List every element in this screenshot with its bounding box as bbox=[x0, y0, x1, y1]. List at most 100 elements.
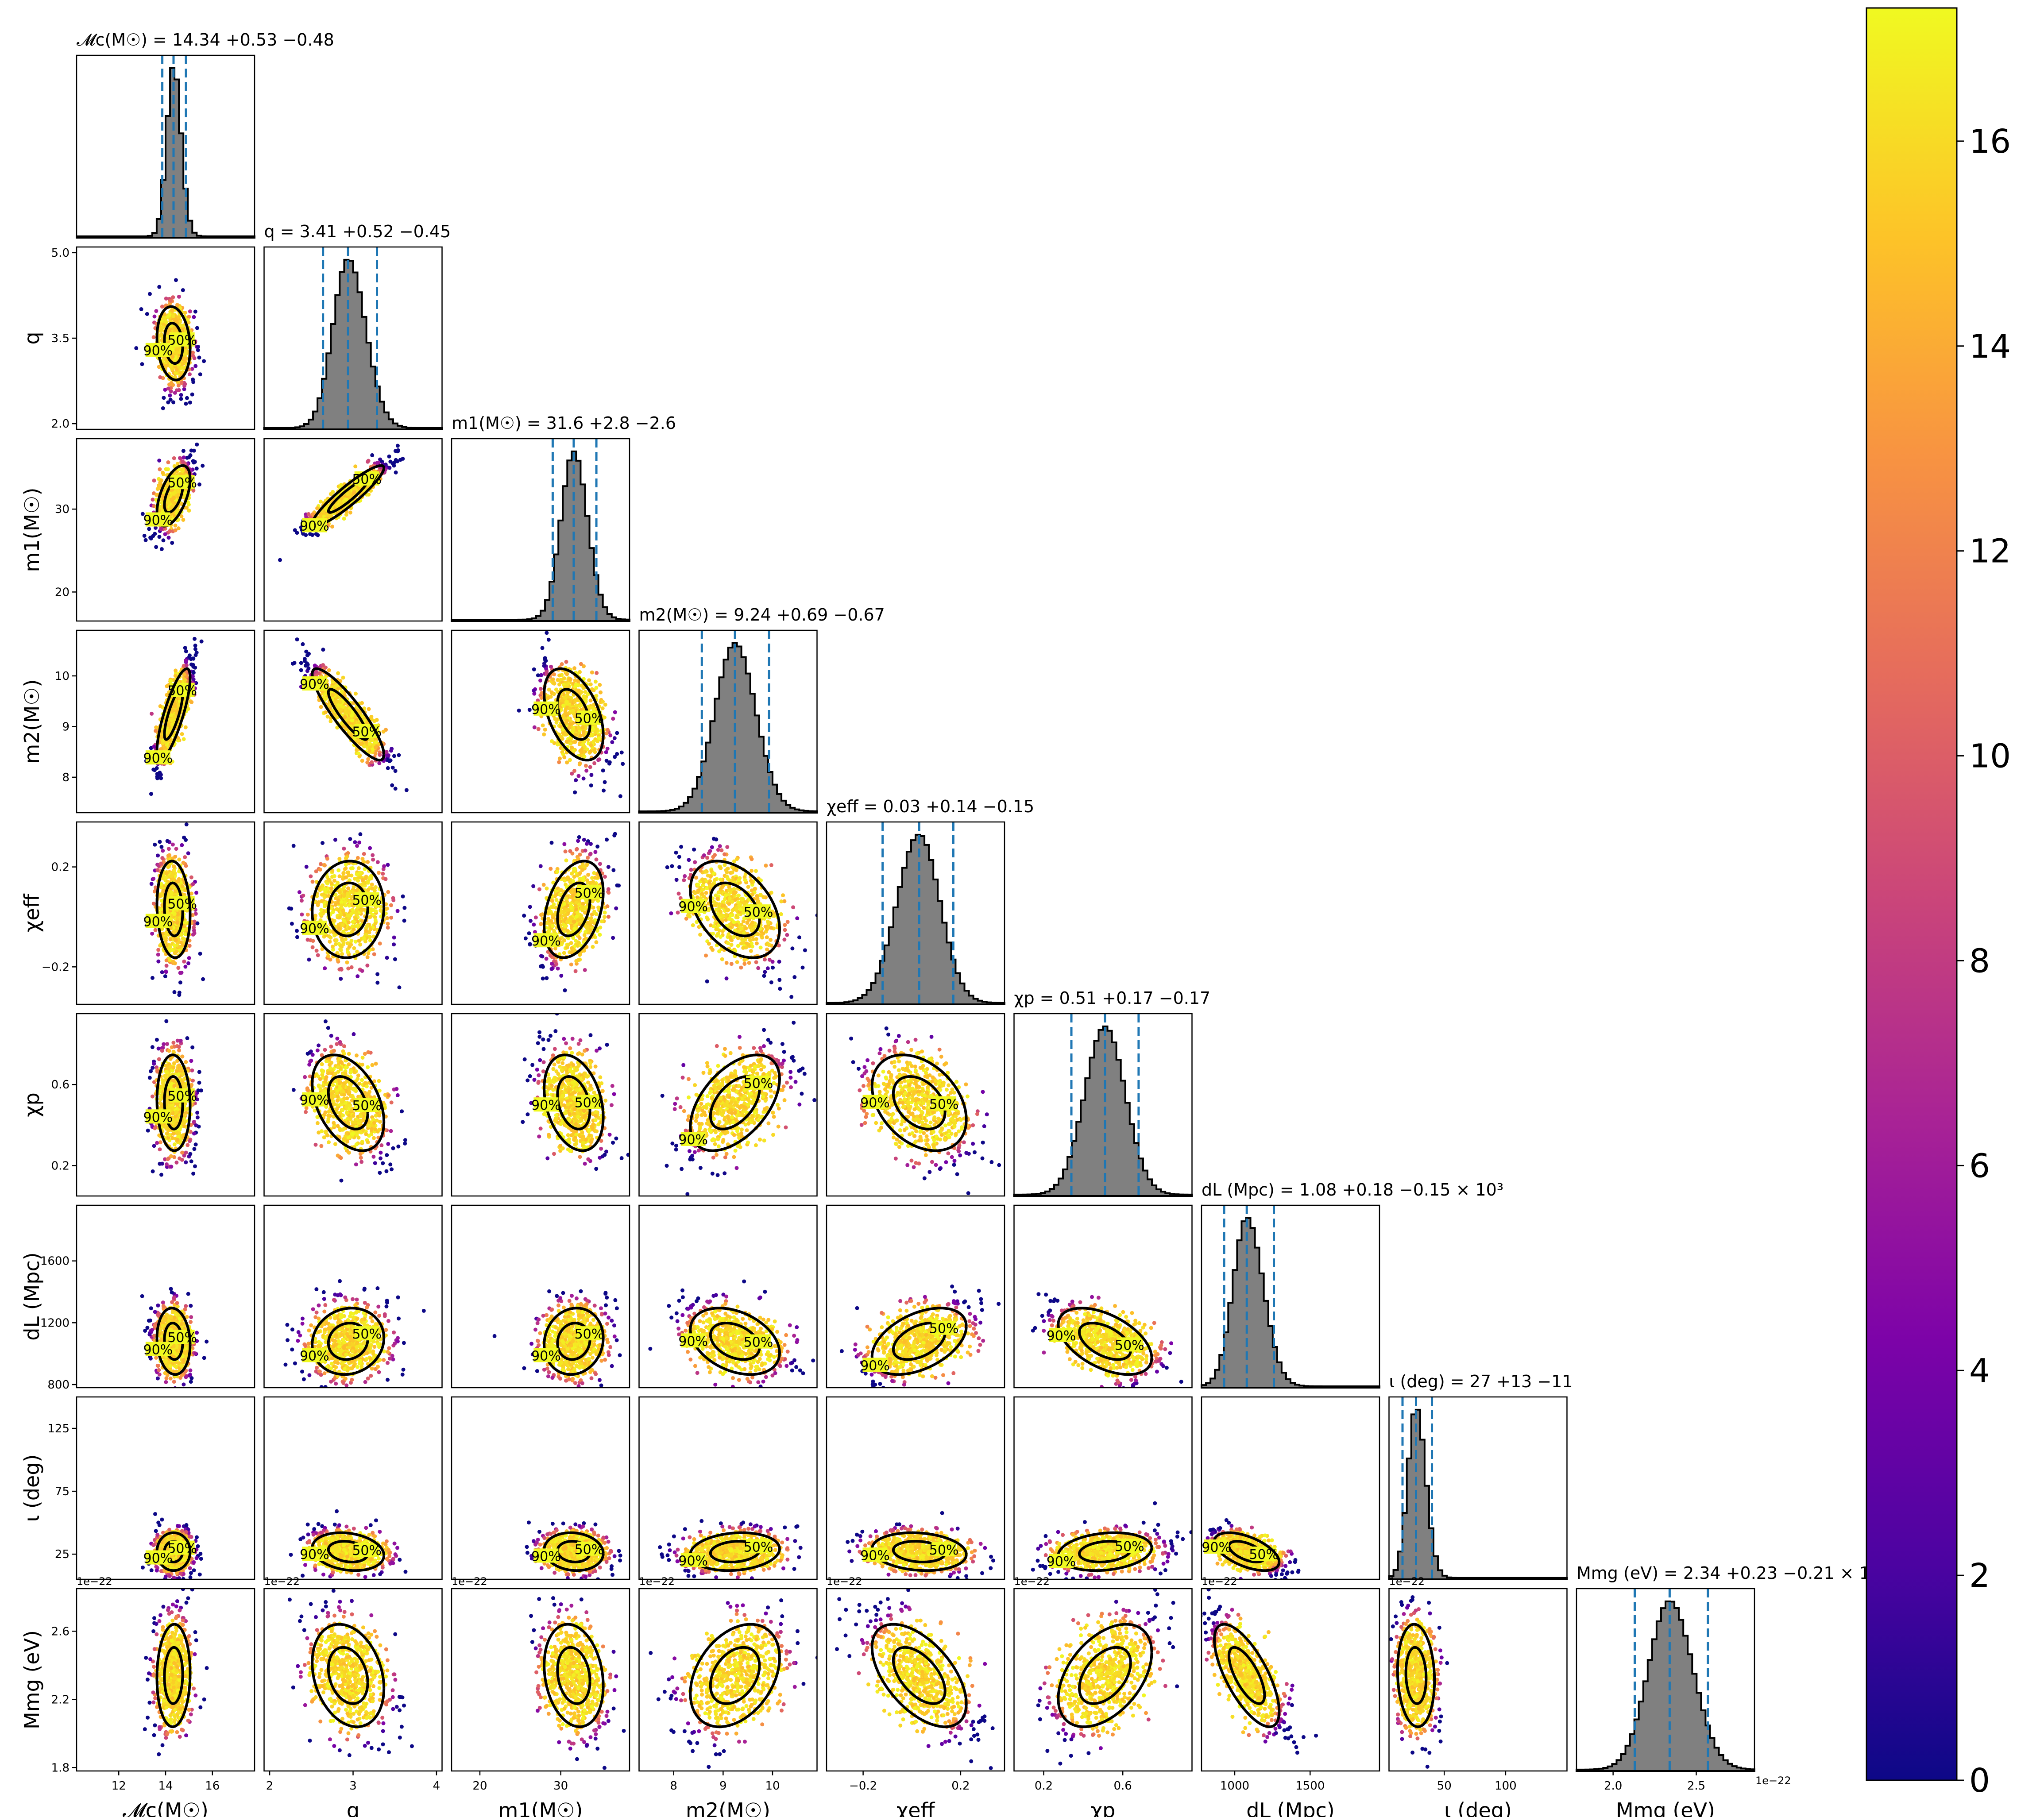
sample-point bbox=[344, 937, 348, 941]
sample-point bbox=[150, 711, 154, 716]
sample-point bbox=[362, 744, 367, 748]
sample-point bbox=[565, 760, 569, 765]
sample-point bbox=[323, 506, 328, 510]
histogram bbox=[76, 67, 255, 239]
sample-point bbox=[372, 888, 377, 893]
sample-point bbox=[386, 863, 390, 867]
sample-point bbox=[161, 849, 165, 853]
sample-point bbox=[538, 687, 543, 691]
sample-point bbox=[527, 708, 532, 712]
sample-point bbox=[360, 857, 365, 861]
sample-point bbox=[331, 490, 335, 494]
sample-point bbox=[160, 970, 164, 974]
sample-point bbox=[179, 393, 183, 397]
sample-point bbox=[552, 672, 556, 677]
sample-point bbox=[193, 459, 197, 464]
panel-chieff-vs-q: 50%90% bbox=[263, 821, 443, 1005]
sample-point bbox=[594, 694, 599, 698]
sample-point bbox=[192, 931, 197, 935]
sample-point bbox=[376, 871, 381, 875]
sample-point bbox=[582, 696, 587, 701]
sample-point bbox=[517, 708, 521, 713]
sample-point bbox=[589, 773, 594, 777]
sample-point bbox=[356, 878, 360, 883]
sample-point bbox=[188, 453, 193, 457]
sample-point bbox=[601, 699, 605, 704]
sample-point bbox=[353, 939, 358, 944]
sample-point bbox=[173, 714, 177, 719]
contour-label: 90% bbox=[531, 702, 561, 718]
sample-point bbox=[164, 964, 169, 968]
sample-point bbox=[580, 725, 585, 730]
sample-point bbox=[187, 372, 192, 377]
sample-point bbox=[367, 741, 372, 746]
sample-point bbox=[567, 726, 571, 730]
sample-point bbox=[618, 794, 622, 799]
sample-point bbox=[184, 864, 188, 868]
sample-point bbox=[170, 884, 174, 889]
sample-point bbox=[169, 679, 173, 683]
histogram bbox=[263, 258, 443, 430]
sample-point bbox=[166, 460, 170, 465]
sample-point bbox=[346, 851, 350, 855]
sample-point bbox=[168, 298, 173, 303]
sample-point bbox=[344, 513, 348, 517]
sample-point bbox=[172, 864, 176, 868]
sample-point bbox=[181, 927, 185, 932]
sample-point bbox=[171, 400, 176, 405]
sample-point bbox=[157, 365, 161, 369]
sample-point bbox=[354, 691, 358, 696]
sample-point bbox=[564, 660, 568, 664]
sample-point bbox=[166, 498, 170, 502]
sample-point bbox=[183, 855, 187, 860]
sample-point bbox=[160, 856, 165, 860]
sample-point bbox=[170, 890, 174, 895]
sample-point bbox=[568, 758, 572, 762]
sample-point bbox=[174, 949, 179, 954]
sample-point bbox=[370, 760, 374, 764]
sample-point bbox=[553, 717, 557, 721]
sample-point bbox=[166, 501, 171, 505]
sample-point bbox=[362, 706, 367, 711]
sample-point bbox=[195, 921, 200, 926]
sample-point bbox=[185, 396, 189, 400]
sample-point bbox=[374, 745, 378, 749]
sample-point bbox=[545, 670, 549, 674]
sample-point bbox=[192, 926, 196, 930]
sample-point bbox=[191, 882, 195, 886]
sample-point bbox=[150, 976, 155, 980]
sample-point bbox=[333, 837, 337, 842]
sample-point bbox=[588, 698, 593, 703]
sample-point bbox=[193, 309, 197, 314]
panel-title: 𝓜c(M☉) = 14.34 +0.53 −0.48 bbox=[77, 30, 334, 50]
y-tick-label: 0.2 bbox=[51, 861, 70, 874]
sample-point bbox=[352, 885, 356, 889]
sample-point bbox=[164, 936, 168, 941]
sample-point bbox=[582, 740, 587, 744]
sample-point bbox=[532, 725, 537, 729]
sample-point bbox=[169, 713, 174, 718]
sample-point bbox=[170, 540, 174, 545]
sample-point bbox=[568, 677, 573, 682]
sample-point bbox=[598, 683, 602, 687]
sample-point bbox=[304, 514, 309, 519]
sample-point bbox=[183, 351, 188, 356]
sample-point bbox=[187, 508, 191, 513]
sample-point bbox=[557, 673, 562, 678]
sample-point bbox=[295, 531, 299, 535]
sample-point bbox=[177, 993, 182, 997]
sample-point bbox=[583, 690, 587, 694]
sample-point bbox=[367, 707, 371, 711]
sample-point bbox=[580, 742, 585, 747]
sample-point bbox=[564, 707, 568, 712]
sample-point bbox=[164, 296, 168, 301]
sample-point bbox=[562, 676, 566, 681]
scatter-points: 50%90% bbox=[278, 444, 405, 562]
sample-point bbox=[308, 532, 313, 536]
sample-point bbox=[330, 525, 335, 529]
sample-point bbox=[374, 740, 378, 745]
sample-point bbox=[539, 673, 544, 677]
panel-frame bbox=[76, 54, 255, 239]
sample-point bbox=[166, 536, 171, 540]
sample-point bbox=[336, 868, 341, 872]
